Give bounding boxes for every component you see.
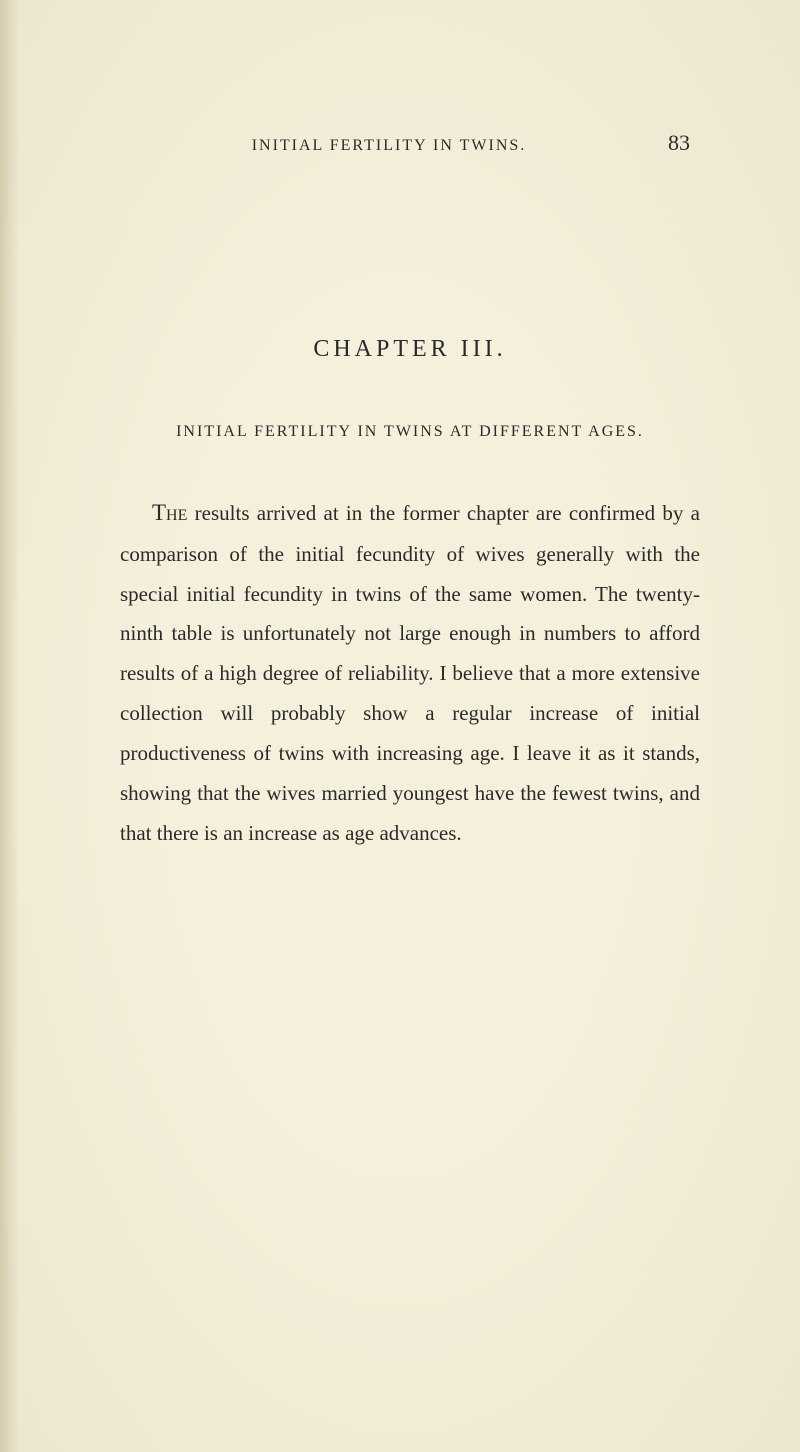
document-page: INITIAL FERTILITY IN TWINS. 83 CHAPTER I… — [0, 0, 800, 1452]
body-paragraph: The results arrived at in the former cha… — [120, 491, 700, 854]
running-title: INITIAL FERTILITY IN TWINS. — [130, 137, 648, 155]
opening-word: The — [152, 500, 187, 525]
page-number: 83 — [668, 130, 690, 156]
chapter-title: CHAPTER III. — [120, 336, 700, 363]
section-title: INITIAL FERTILITY IN TWINS AT DIFFERENT … — [120, 423, 700, 441]
paragraph-text: results arrived at in the former chapter… — [120, 501, 700, 845]
running-header: INITIAL FERTILITY IN TWINS. 83 — [120, 130, 700, 156]
